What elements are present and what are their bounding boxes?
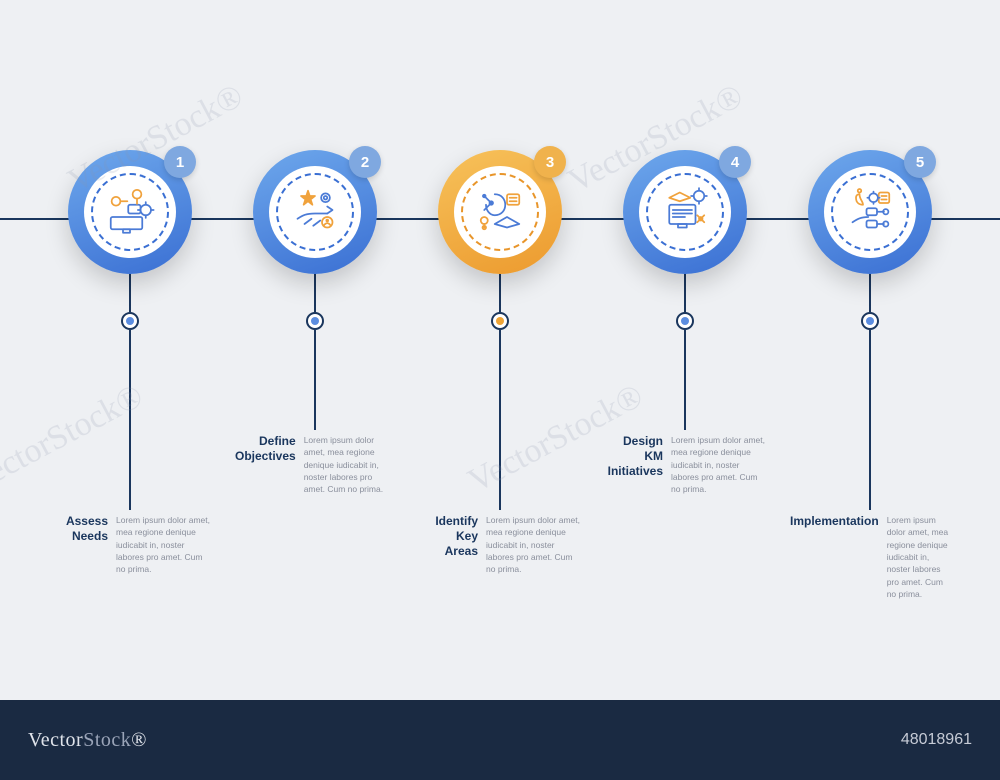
infographic-canvas: 1 Assess Needs Lorem ipsum dolor amet, m…	[50, 50, 950, 660]
step-body: Lorem ipsum dolor amet, mea regione deni…	[116, 514, 210, 576]
brand-suffix: ®	[131, 729, 147, 751]
medallion-inner	[84, 166, 176, 258]
step-textbox: Define Objectives Lorem ipsum dolor amet…	[235, 434, 395, 496]
step-medallion: 1	[68, 150, 192, 274]
dashed-ring	[461, 173, 539, 251]
step-number-badge: 4	[719, 146, 751, 178]
dashed-ring	[646, 173, 724, 251]
steps-row: 1 Assess Needs Lorem ipsum dolor amet, m…	[50, 150, 950, 600]
step-title: Implementation	[790, 514, 879, 600]
step-3: 3 Identify Key Areas Lorem ipsum dolor a…	[420, 150, 580, 600]
connector-line	[314, 272, 316, 312]
brand-part-b: Stock	[83, 729, 131, 751]
dashed-ring	[831, 173, 909, 251]
node-dot	[311, 317, 319, 325]
step-title: Assess Needs	[50, 514, 108, 576]
dashed-ring	[91, 173, 169, 251]
dashed-ring	[276, 173, 354, 251]
step-number-badge: 3	[534, 146, 566, 178]
step-textbox: Implementation Lorem ipsum dolor amet, m…	[790, 514, 950, 600]
timeline-node	[306, 312, 324, 330]
step-4: 4 Design KM Initiatives Lorem ipsum dolo…	[605, 150, 765, 600]
step-title: Define Objectives	[235, 434, 296, 496]
step-body: Lorem ipsum dolor amet, mea regione deni…	[671, 434, 765, 496]
node-dot	[681, 317, 689, 325]
step-textbox: Assess Needs Lorem ipsum dolor amet, mea…	[50, 514, 210, 576]
stem-line	[129, 330, 131, 510]
timeline-node	[121, 312, 139, 330]
step-textbox: Identify Key Areas Lorem ipsum dolor ame…	[420, 514, 580, 576]
step-number-badge: 1	[164, 146, 196, 178]
step-5: 5 Implementation Lorem ipsum dolor amet,…	[790, 150, 950, 600]
brand-part-a: Vector	[28, 729, 83, 751]
timeline-node	[491, 312, 509, 330]
step-medallion: 2	[253, 150, 377, 274]
timeline-node	[676, 312, 694, 330]
step-medallion: 4	[623, 150, 747, 274]
stem-line	[314, 330, 316, 430]
stem-line	[869, 330, 871, 510]
medallion-inner	[824, 166, 916, 258]
node-dot	[126, 317, 134, 325]
footer-bar: VectorStock® 48018961	[0, 700, 1000, 780]
step-medallion: 3	[438, 150, 562, 274]
step-2: 2 Define Objectives Lorem ipsum dolor am…	[235, 150, 395, 600]
step-title: Identify Key Areas	[420, 514, 478, 576]
brand-logo: VectorStock®	[28, 729, 147, 752]
step-textbox: Design KM Initiatives Lorem ipsum dolor …	[605, 434, 765, 496]
step-body: Lorem ipsum dolor amet, mea regione deni…	[304, 434, 395, 496]
step-body: Lorem ipsum dolor amet, mea regione deni…	[486, 514, 580, 576]
stem-line	[499, 330, 501, 510]
stem-line	[684, 330, 686, 430]
step-medallion: 5	[808, 150, 932, 274]
step-title: Design KM Initiatives	[605, 434, 663, 496]
step-number-badge: 5	[904, 146, 936, 178]
connector-line	[129, 272, 131, 312]
medallion-inner	[269, 166, 361, 258]
connector-line	[869, 272, 871, 312]
medallion-inner	[454, 166, 546, 258]
step-number-badge: 2	[349, 146, 381, 178]
connector-line	[499, 272, 501, 312]
step-1: 1 Assess Needs Lorem ipsum dolor amet, m…	[50, 150, 210, 600]
step-body: Lorem ipsum dolor amet, mea regione deni…	[887, 514, 950, 600]
node-dot	[866, 317, 874, 325]
connector-line	[684, 272, 686, 312]
node-dot	[496, 317, 504, 325]
medallion-inner	[639, 166, 731, 258]
image-id: 48018961	[901, 731, 972, 749]
timeline-node	[861, 312, 879, 330]
